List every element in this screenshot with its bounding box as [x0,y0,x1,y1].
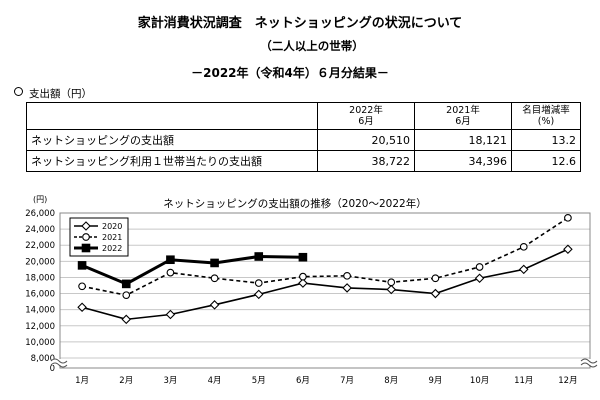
legend-label: 2020 [102,222,122,231]
point-2021 [210,274,219,283]
table-header-2022: 2022年 6月 [317,102,415,130]
page-subtitle: （二人以上の世帯） [260,39,364,53]
series-line-2021 [81,217,569,297]
x-tick-label: 9月 [428,376,442,386]
axis-break-mark [50,362,68,368]
point-2020 [518,264,529,275]
point-2022 [166,255,175,265]
table-row: ネットショッピングの支出額 20,510 18,121 13.2 [26,129,581,151]
point-2020 [342,283,352,293]
point-2021 [343,271,351,280]
y-tick-label: 10,000 [25,338,55,348]
y-tick-label: 14,000 [25,306,55,316]
cell-rate: 13.2 [511,129,581,151]
table-header-empty [26,102,318,130]
y-tick-label: 18,000 [25,273,55,283]
cell-2022: 20,510 [317,129,415,151]
point-2021 [564,213,572,222]
y-tick-label: 20,000 [25,257,55,267]
point-2020 [209,300,220,310]
axis-break-mark [580,362,598,368]
x-tick-label: 10月 [470,376,489,386]
point-2021 [166,268,175,277]
x-tick-label: 6月 [296,376,310,386]
legend-marker-2020 [81,221,91,231]
x-tick-label: 11月 [514,376,533,386]
period-title: －2022年（令和4年）６月分結果－ [191,66,389,80]
section-heading: 支出額（円） [14,86,92,101]
summary-table: 2022年 6月 2021年 6月 名目増減率 (%) ネットショッピングの支出額 2… [26,102,581,172]
point-2022 [298,252,308,262]
point-2021 [475,263,484,271]
point-2020 [474,273,485,284]
point-2022 [121,279,131,289]
x-tick-label: 8月 [384,376,398,386]
x-tick-label: 4月 [208,376,222,386]
y-tick-label: 12,000 [25,322,55,332]
y-tick-label: 16,000 [25,290,55,300]
point-2021 [122,291,131,300]
y-tick-label: 8,000 [31,354,55,364]
point-2020 [386,284,397,295]
point-2021 [254,279,263,287]
axis-break-mark [50,358,68,364]
point-2022 [254,252,264,261]
point-2020 [165,309,176,320]
point-2021 [299,272,307,281]
series-line-2020 [81,248,569,321]
point-2021 [431,274,440,283]
legend-label: 2021 [102,233,122,242]
legend-label: 2022 [102,244,122,253]
point-2020 [121,314,132,325]
x-tick-label: 12月 [558,376,577,386]
chart-title: ネットショッピングの支出額の推移（2020～2022年） [163,197,426,210]
table-header-2021: 2021年 6月 [414,102,512,130]
x-tick-label: 1月 [75,376,89,386]
section-label: 支出額（円） [29,88,92,100]
row-label: ネットショッピング利用１世帯当たりの支出額 [26,150,318,172]
series-line-2022 [81,254,303,286]
legend-marker-2022 [81,243,91,253]
x-tick-label: 7月 [340,376,354,386]
x-tick-label: 3月 [163,376,177,386]
row-label: ネットショッピングの支出額 [26,129,318,151]
y-tick-label: 22,000 [25,241,55,251]
point-2021 [78,282,86,291]
legend-marker-2021 [82,233,90,241]
point-2021 [387,278,396,287]
circle-bullet-icon [14,87,23,96]
point-2020 [430,288,441,299]
y-tick-label: 24,000 [25,225,55,235]
x-tick-label: 5月 [252,376,266,386]
page-title: 家計消費状況調査 ネットショッピングの状況について [137,16,463,31]
y-tick-label: 0 [50,364,55,374]
cell-2021: 18,121 [414,129,512,151]
line-chart: ネットショッピングの支出額の推移（2020～2022年） (円) 08,000 10,… [25,195,598,386]
cell-2022: 38,722 [317,150,415,172]
point-2020 [253,289,264,300]
cell-2021: 34,396 [414,150,512,172]
point-2020 [77,302,87,313]
y-axis-unit: (円) [33,195,47,204]
point-2020 [563,244,573,255]
table-row: ネットショッピング利用１世帯当たりの支出額 38,722 34,396 12.6 [26,150,581,172]
axis-break-mark [580,358,598,364]
x-tick-label: 2月 [119,376,133,386]
table-header-rate: 名目増減率 (%) [511,102,581,130]
plot-area [59,212,591,369]
point-2020 [298,278,308,288]
y-tick-label: 26,000 [25,209,55,219]
cell-rate: 12.6 [511,150,581,172]
point-2022 [210,258,219,268]
point-2022 [77,261,87,270]
table-header-row: 2022年 6月 2021年 6月 名目増減率 (%) [26,102,581,130]
point-2021 [519,242,528,251]
